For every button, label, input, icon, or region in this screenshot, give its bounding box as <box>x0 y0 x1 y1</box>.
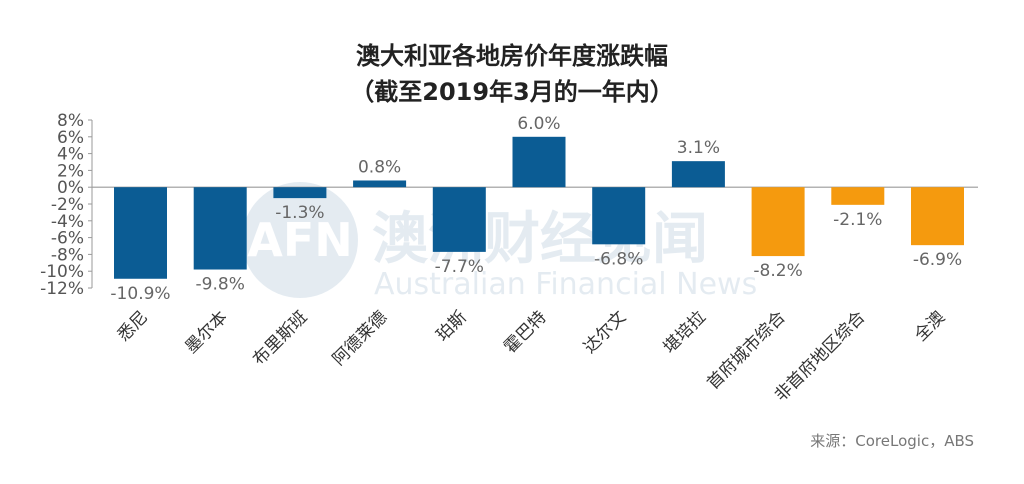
y-tick-label: 0% <box>57 178 84 198</box>
bar <box>273 187 327 199</box>
chart-subtitle: （截至2019年3月的一年内） <box>350 78 674 106</box>
data-label: -6.9% <box>913 250 962 270</box>
category-label: 达尔文 <box>580 307 630 357</box>
watermark-logo: AFN <box>247 213 353 267</box>
category-label: 霍巴特 <box>500 307 550 357</box>
bars <box>114 136 964 279</box>
bar <box>432 187 486 252</box>
bar <box>751 187 805 257</box>
category-label: 全澳 <box>911 307 949 345</box>
category-label: 珀斯 <box>433 307 471 345</box>
y-tick-label: 6% <box>57 128 84 148</box>
category-label: 墨尔本 <box>182 307 232 357</box>
bar <box>193 187 247 270</box>
y-tick-label: -2% <box>51 195 84 215</box>
watermark-en: Australian Financial News <box>374 267 757 302</box>
y-tick-label: 8% <box>57 111 84 131</box>
y-tick-label: -6% <box>51 229 84 249</box>
category-label: 布里斯班 <box>249 307 311 369</box>
bar <box>512 136 566 188</box>
data-label: 0.8% <box>358 157 401 177</box>
y-tick-label: -4% <box>51 212 84 232</box>
value-labels: -10.9% -9.8% -1.3% 0.8% -7.7% 6.0% -6.8% 3.1% -8… <box>110 114 962 304</box>
y-tick-label: -12% <box>40 279 84 299</box>
data-label: -7.7% <box>435 257 484 277</box>
category-label: 堪培拉 <box>660 307 710 357</box>
bar <box>911 187 964 246</box>
watermark: AFN 澳洲财经见闻 Australian Financial News <box>242 182 757 302</box>
data-label: 6.0% <box>517 114 560 134</box>
bar <box>592 187 646 245</box>
category-label: 首府城市综合 <box>703 307 789 393</box>
watermark-cn: 澳洲财经见闻 <box>372 207 708 272</box>
y-tick-label: 2% <box>57 161 84 181</box>
bar <box>671 161 725 188</box>
y-tick-label: 4% <box>57 145 84 165</box>
bar <box>353 180 407 188</box>
y-tick-label: -8% <box>51 245 84 265</box>
data-label: -2.1% <box>833 210 882 230</box>
chart-title: 澳大利亚各地房价年度涨跌幅 <box>356 42 668 70</box>
data-label: -10.9% <box>110 284 170 304</box>
bar <box>114 187 167 279</box>
category-label: 阿德莱德 <box>329 307 391 369</box>
data-label: 3.1% <box>677 138 720 158</box>
data-label: -6.8% <box>594 249 643 269</box>
bar <box>831 187 885 205</box>
category-label: 悉尼 <box>114 307 152 345</box>
source-note: 来源：CoreLogic，ABS <box>810 432 974 450</box>
y-tick-label: -10% <box>40 262 84 282</box>
data-label: -8.2% <box>753 261 802 281</box>
data-label: -9.8% <box>196 275 245 295</box>
data-label: -1.3% <box>275 203 324 223</box>
